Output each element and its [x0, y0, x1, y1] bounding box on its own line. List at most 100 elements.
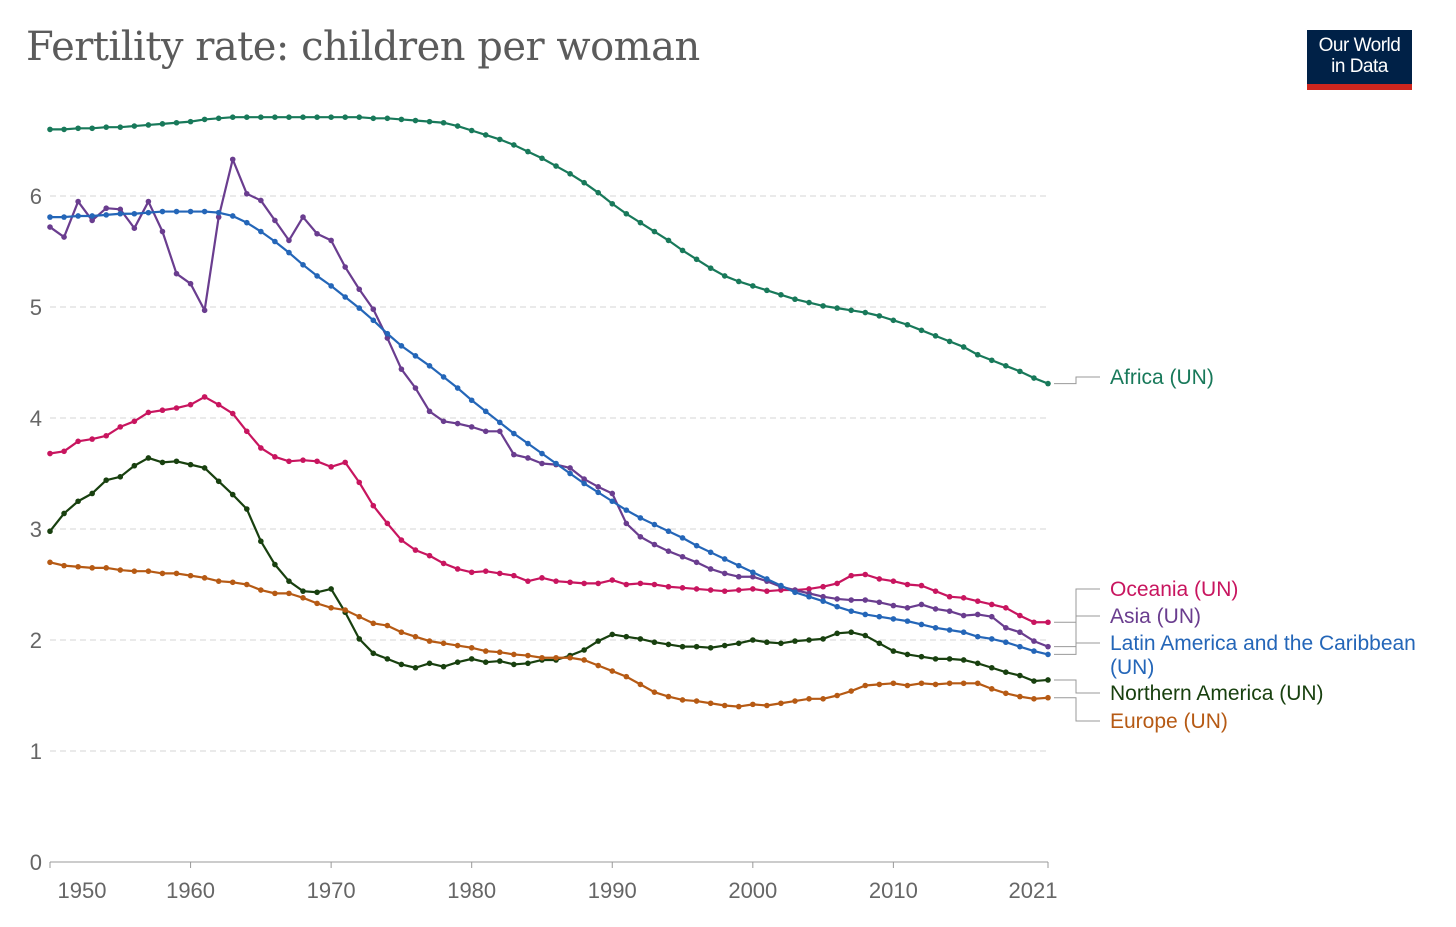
data-point[interactable] — [482, 428, 489, 435]
data-point[interactable] — [426, 660, 433, 667]
data-point[interactable] — [328, 464, 334, 470]
data-point[interactable] — [693, 542, 700, 549]
data-point[interactable] — [553, 654, 559, 661]
data-point[interactable] — [1031, 375, 1037, 381]
data-point[interactable] — [117, 210, 124, 217]
data-point[interactable] — [960, 657, 967, 663]
data-point[interactable] — [61, 562, 67, 569]
data-point[interactable] — [651, 228, 658, 235]
data-point[interactable] — [398, 366, 405, 372]
data-point[interactable] — [398, 537, 405, 543]
data-point[interactable] — [370, 115, 377, 122]
data-point[interactable] — [482, 648, 489, 654]
data-point[interactable] — [300, 588, 306, 594]
data-point[interactable] — [1017, 693, 1023, 700]
data-point[interactable] — [988, 664, 995, 671]
data-point[interactable] — [454, 385, 461, 391]
owid-logo[interactable]: Our World in Data — [1307, 30, 1412, 90]
data-point[interactable] — [904, 605, 911, 611]
data-point[interactable] — [595, 662, 601, 669]
data-point[interactable] — [848, 307, 855, 314]
data-point[interactable] — [848, 597, 855, 603]
data-point[interactable] — [1031, 678, 1037, 684]
data-point[interactable] — [820, 593, 826, 600]
data-point[interactable] — [792, 296, 798, 303]
data-point[interactable] — [974, 351, 981, 358]
data-point[interactable] — [595, 580, 601, 587]
data-point[interactable] — [201, 465, 208, 471]
series-line-2[interactable] — [49, 158, 1049, 648]
data-point[interactable] — [960, 612, 967, 619]
data-point[interactable] — [960, 595, 967, 601]
data-point[interactable] — [637, 219, 644, 226]
data-point[interactable] — [426, 363, 433, 369]
data-point[interactable] — [412, 353, 419, 359]
data-point[interactable] — [468, 569, 475, 576]
data-point[interactable] — [525, 148, 531, 155]
data-point[interactable] — [581, 580, 587, 587]
data-point[interactable] — [539, 450, 545, 457]
data-point[interactable] — [215, 478, 222, 485]
data-point[interactable] — [89, 565, 95, 571]
data-point[interactable] — [862, 309, 869, 316]
data-point[interactable] — [1017, 643, 1023, 650]
data-point[interactable] — [890, 616, 897, 622]
data-point[interactable] — [272, 238, 278, 245]
data-point[interactable] — [623, 210, 630, 217]
data-point[interactable] — [370, 306, 377, 313]
data-point[interactable] — [581, 476, 587, 482]
data-point[interactable] — [440, 663, 447, 670]
data-point[interactable] — [384, 330, 391, 337]
data-point[interactable] — [89, 125, 95, 132]
data-point[interactable] — [750, 569, 756, 576]
data-point[interactable] — [511, 651, 517, 658]
data-point[interactable] — [918, 582, 925, 589]
data-point[interactable] — [707, 549, 714, 556]
data-point[interactable] — [693, 643, 700, 650]
data-point[interactable] — [47, 559, 53, 566]
data-point[interactable] — [735, 278, 742, 285]
data-point[interactable] — [988, 357, 995, 364]
data-point[interactable] — [342, 264, 348, 270]
data-point[interactable] — [1003, 605, 1009, 611]
data-point[interactable] — [581, 179, 587, 186]
data-point[interactable] — [1017, 368, 1023, 375]
data-point[interactable] — [764, 588, 770, 594]
data-point[interactable] — [272, 454, 278, 460]
data-point[interactable] — [229, 213, 236, 219]
data-point[interactable] — [440, 119, 447, 126]
data-point[interactable] — [47, 214, 53, 220]
data-point[interactable] — [145, 198, 152, 205]
data-point[interactable] — [482, 659, 489, 665]
data-point[interactable] — [243, 114, 250, 120]
data-point[interactable] — [820, 583, 826, 590]
data-point[interactable] — [1003, 624, 1009, 631]
data-point[interactable] — [764, 576, 770, 582]
data-point[interactable] — [876, 681, 883, 688]
data-point[interactable] — [637, 681, 644, 688]
data-point[interactable] — [103, 432, 110, 439]
data-point[interactable] — [792, 698, 798, 704]
data-point[interactable] — [272, 217, 278, 224]
data-point[interactable] — [75, 213, 81, 219]
data-point[interactable] — [623, 507, 630, 513]
data-point[interactable] — [721, 556, 728, 562]
data-point[interactable] — [440, 374, 447, 380]
data-point[interactable] — [679, 553, 686, 560]
data-point[interactable] — [243, 428, 250, 435]
data-point[interactable] — [342, 459, 348, 466]
data-point[interactable] — [131, 225, 138, 231]
data-point[interactable] — [159, 459, 166, 466]
data-point[interactable] — [679, 247, 686, 254]
data-point[interactable] — [258, 228, 264, 235]
data-point[interactable] — [1003, 363, 1009, 369]
data-point[interactable] — [834, 603, 840, 610]
data-point[interactable] — [426, 408, 433, 415]
data-point[interactable] — [187, 461, 194, 468]
data-point[interactable] — [117, 124, 124, 130]
data-point[interactable] — [215, 578, 222, 584]
data-point[interactable] — [426, 638, 433, 644]
data-point[interactable] — [272, 590, 278, 597]
data-point[interactable] — [173, 405, 180, 411]
data-point[interactable] — [215, 115, 222, 122]
